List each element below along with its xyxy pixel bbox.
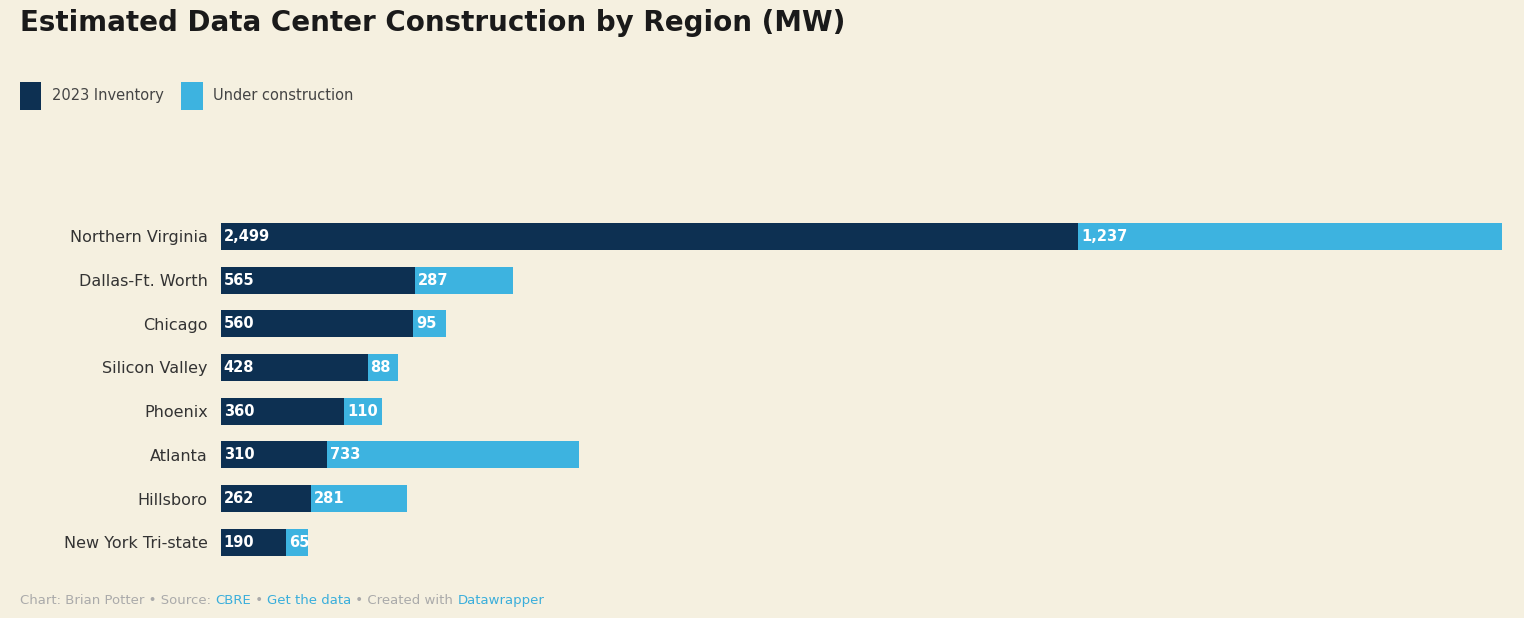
Bar — [344, 397, 383, 425]
Text: 360: 360 — [224, 404, 255, 419]
Text: Datawrapper: Datawrapper — [457, 594, 544, 607]
Bar — [221, 310, 413, 337]
Text: CBRE: CBRE — [215, 594, 251, 607]
Text: 310: 310 — [224, 447, 255, 462]
Bar — [415, 266, 514, 294]
Bar — [413, 310, 445, 337]
Bar — [328, 441, 579, 468]
Text: • Created with: • Created with — [352, 594, 457, 607]
Bar — [287, 529, 308, 556]
Text: •: • — [251, 594, 267, 607]
Text: 262: 262 — [224, 491, 255, 506]
Bar — [221, 485, 311, 512]
Text: 190: 190 — [224, 535, 255, 550]
Bar — [221, 223, 1077, 250]
Bar — [1077, 223, 1503, 250]
Text: Chart: Brian Potter • Source:: Chart: Brian Potter • Source: — [20, 594, 215, 607]
Text: Under construction: Under construction — [213, 88, 354, 103]
Bar — [221, 354, 367, 381]
Bar — [367, 354, 398, 381]
Text: 110: 110 — [347, 404, 378, 419]
Bar — [221, 266, 415, 294]
Text: 65: 65 — [290, 535, 309, 550]
Bar — [311, 485, 407, 512]
Text: Get the data: Get the data — [267, 594, 352, 607]
Text: 560: 560 — [224, 316, 255, 331]
Text: 2,499: 2,499 — [224, 229, 270, 244]
Text: 88: 88 — [370, 360, 392, 375]
Text: 1,237: 1,237 — [1081, 229, 1128, 244]
Text: 95: 95 — [416, 316, 436, 331]
Text: 2023 Inventory: 2023 Inventory — [52, 88, 163, 103]
Bar — [221, 441, 328, 468]
Text: 565: 565 — [224, 273, 255, 287]
Bar — [221, 397, 344, 425]
Text: 281: 281 — [314, 491, 344, 506]
Text: 287: 287 — [418, 273, 448, 287]
Text: 733: 733 — [331, 447, 360, 462]
Text: 428: 428 — [224, 360, 255, 375]
Text: Estimated Data Center Construction by Region (MW): Estimated Data Center Construction by Re… — [20, 9, 846, 37]
Bar — [221, 529, 287, 556]
